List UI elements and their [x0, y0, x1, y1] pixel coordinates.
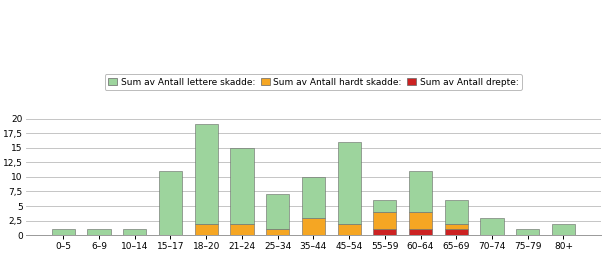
Bar [302, 218, 325, 235]
Bar [373, 212, 396, 229]
Bar [552, 224, 575, 235]
Bar [159, 171, 182, 235]
Bar [445, 200, 468, 224]
Bar [445, 229, 468, 235]
Bar [230, 224, 254, 235]
Bar [338, 224, 361, 235]
Legend: Sum av Antall lettere skadde:, Sum av Antall hardt skadde:, Sum av Antall drepte: Sum av Antall lettere skadde:, Sum av An… [104, 74, 522, 90]
Bar [302, 177, 325, 218]
Bar [194, 124, 218, 224]
Bar [373, 200, 396, 212]
Bar [373, 229, 396, 235]
Bar [123, 229, 146, 235]
Bar [88, 229, 111, 235]
Bar [516, 229, 539, 235]
Bar [338, 142, 361, 224]
Bar [194, 224, 218, 235]
Bar [409, 229, 432, 235]
Bar [230, 148, 254, 224]
Bar [266, 194, 289, 229]
Bar [409, 171, 432, 212]
Bar [52, 229, 75, 235]
Bar [409, 212, 432, 229]
Bar [266, 229, 289, 235]
Bar [480, 218, 504, 235]
Bar [445, 224, 468, 229]
